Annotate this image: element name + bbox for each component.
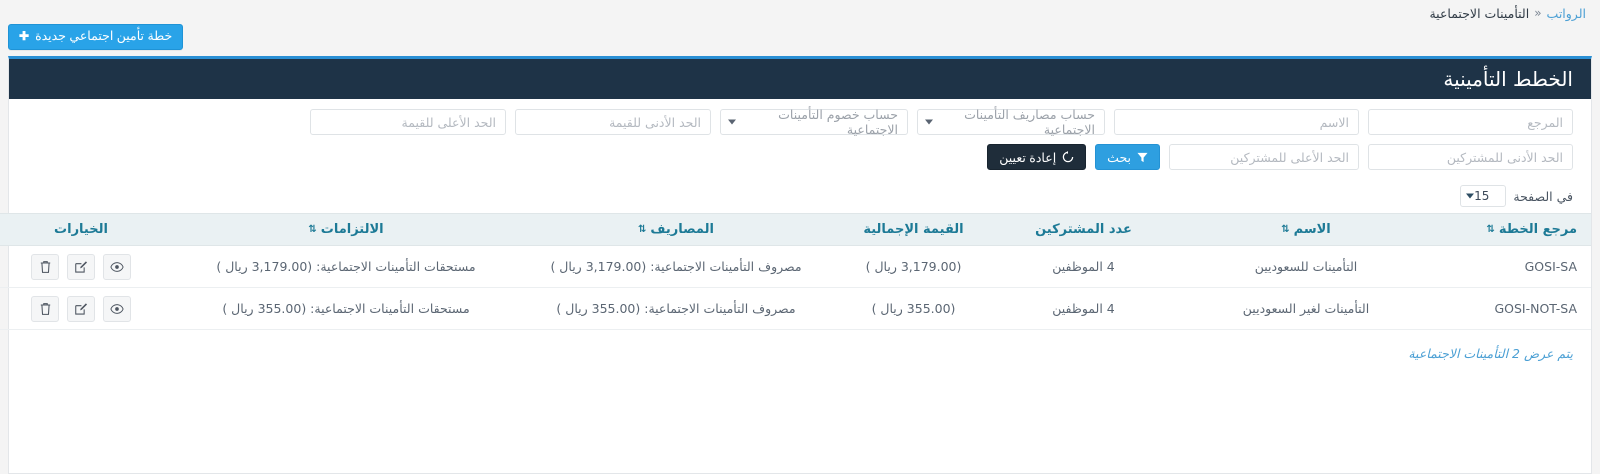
table-footer: يتم عرض 2 التأمينات الاجتماعية (9, 330, 1591, 362)
sort-updown-icon: ⇅ (638, 224, 647, 235)
cell-subscribers: 4 الموظفين (996, 287, 1171, 330)
column-label: القيمة الإجمالية (863, 222, 964, 237)
column-label: الالتزامات (320, 222, 384, 237)
table-row[interactable]: GOSI-SA التأمينات للسعوديين 4 الموظفين (… (0, 245, 1591, 288)
per-page-control: في الصفحة 15 (9, 183, 1591, 213)
search-label: بحث (1107, 150, 1131, 165)
edit-button[interactable] (67, 295, 95, 322)
name-input[interactable] (1114, 109, 1359, 135)
max-value-input[interactable] (310, 109, 506, 135)
breadcrumb-link-payroll[interactable]: الرواتب (1546, 5, 1586, 21)
cell-liabilities: مستحقات التأمينات الاجتماعية: (3,179.00 … (171, 245, 521, 288)
cell-plan-reference: GOSI-NOT-SA (1441, 287, 1591, 330)
cell-liabilities: مستحقات التأمينات الاجتماعية: (355.00 ري… (171, 287, 521, 330)
filter-row-1: حساب مصاريف التأمينات الاجتماعية حساب خص… (27, 107, 1573, 137)
max-subscribers-input[interactable] (1169, 144, 1359, 170)
per-page-select[interactable]: 15 (1460, 185, 1507, 207)
filter-row-2: بحث إعادة تعيين (27, 144, 1573, 170)
table-body: GOSI-SA التأمينات للسعوديين 4 الموظفين (… (0, 245, 1591, 330)
table-header-row: مرجع الخطة⇅ الاسم⇅ عدد المشتركين القيمة … (0, 213, 1591, 246)
row-actions (5, 253, 157, 280)
per-page-label: في الصفحة (1513, 188, 1573, 204)
delete-button[interactable] (31, 253, 59, 280)
eye-icon (110, 303, 124, 314)
column-label: الاسم (1293, 222, 1331, 237)
cell-expenses: مصروف التأمينات الاجتماعية: (3,179.00 ري… (521, 245, 831, 288)
breadcrumb: الرواتب « التأمينات الاجتماعية (0, 0, 1600, 22)
sort-updown-icon: ⇅ (308, 224, 317, 235)
cell-total-value: (355.00 ريال ) (831, 287, 996, 330)
insurance-plans-table: مرجع الخطة⇅ الاسم⇅ عدد المشتركين القيمة … (0, 213, 1591, 330)
plus-icon: ✚ (19, 29, 30, 44)
cell-plan-reference: GOSI-SA (1441, 245, 1591, 288)
column-header-plan-reference[interactable]: مرجع الخطة⇅ (1441, 213, 1591, 246)
column-label: المصاريف (650, 222, 714, 237)
cell-expenses: مصروف التأمينات الاجتماعية: (355.00 ريال… (521, 287, 831, 330)
trash-icon (40, 260, 50, 273)
new-plan-label: خطة تأمين اجتماعي جديدة (35, 29, 173, 43)
cell-name: التأمينات لغير السعوديين (1171, 287, 1441, 330)
cell-options (0, 245, 171, 288)
delete-button[interactable] (31, 295, 59, 322)
reference-input[interactable] (1368, 109, 1573, 135)
column-label: الخيارات (54, 222, 108, 237)
edit-button[interactable] (67, 253, 95, 280)
breadcrumb-current: التأمينات الاجتماعية (1429, 5, 1530, 21)
page-title: الخطط التأمينية (1443, 67, 1573, 91)
search-button[interactable]: بحث (1095, 144, 1160, 170)
cell-options (0, 287, 171, 330)
liability-account-select[interactable]: حساب خصوم التأمينات الاجتماعية (720, 107, 908, 137)
trash-icon (40, 302, 50, 315)
table-row[interactable]: GOSI-NOT-SA التأمينات لغير السعوديين 4 ا… (0, 287, 1591, 330)
per-page-value: 15 (1474, 189, 1490, 203)
toolbar: خطة تأمين اجتماعي جديدة ✚ (0, 22, 1600, 54)
reset-label: إعادة تعيين (999, 150, 1057, 165)
results-count-note: يتم عرض 2 التأمينات الاجتماعية (1408, 346, 1573, 361)
column-label: عدد المشتركين (1035, 222, 1132, 237)
reset-icon (1062, 151, 1074, 163)
insurance-plans-panel: الخطط التأمينية حساب مصاريف التأمينات ال… (0, 56, 1592, 474)
chevron-down-icon (1466, 193, 1475, 199)
column-header-name[interactable]: الاسم⇅ (1171, 213, 1441, 246)
table-head: مرجع الخطة⇅ الاسم⇅ عدد المشتركين القيمة … (0, 213, 1591, 246)
row-actions (5, 295, 157, 322)
filter-form: حساب مصاريف التأمينات الاجتماعية حساب خص… (9, 99, 1591, 183)
liability-account-value: حساب خصوم التأمينات الاجتماعية (720, 107, 908, 137)
column-label: مرجع الخطة (1498, 222, 1577, 237)
sort-updown-icon: ⇅ (1281, 224, 1290, 235)
expense-account-value: حساب مصاريف التأمينات الاجتماعية (917, 107, 1105, 137)
expense-account-select[interactable]: حساب مصاريف التأمينات الاجتماعية (917, 107, 1105, 137)
column-header-total-value: القيمة الإجمالية (831, 213, 996, 246)
column-header-expenses[interactable]: المصاريف⇅ (521, 213, 831, 246)
min-value-input[interactable] (515, 109, 711, 135)
cell-name: التأمينات للسعوديين (1171, 245, 1441, 288)
new-social-insurance-plan-button[interactable]: خطة تأمين اجتماعي جديدة ✚ (8, 24, 184, 50)
column-header-liabilities[interactable]: الالتزامات⇅ (171, 213, 521, 246)
cell-total-value: (3,179.00 ريال ) (831, 245, 996, 288)
view-button[interactable] (103, 295, 131, 322)
panel-header: الخطط التأمينية (9, 59, 1591, 99)
sort-updown-icon: ⇅ (1486, 224, 1495, 235)
column-header-options: الخيارات (0, 213, 171, 246)
eye-icon (110, 261, 124, 272)
view-button[interactable] (103, 253, 131, 280)
breadcrumb-separator: « (1534, 6, 1542, 20)
edit-icon (75, 260, 88, 273)
reset-button[interactable]: إعادة تعيين (987, 144, 1087, 170)
column-header-subscribers: عدد المشتركين (996, 213, 1171, 246)
min-subscribers-input[interactable] (1368, 144, 1573, 170)
edit-icon (75, 302, 88, 315)
filter-icon (1137, 152, 1148, 162)
cell-subscribers: 4 الموظفين (996, 245, 1171, 288)
